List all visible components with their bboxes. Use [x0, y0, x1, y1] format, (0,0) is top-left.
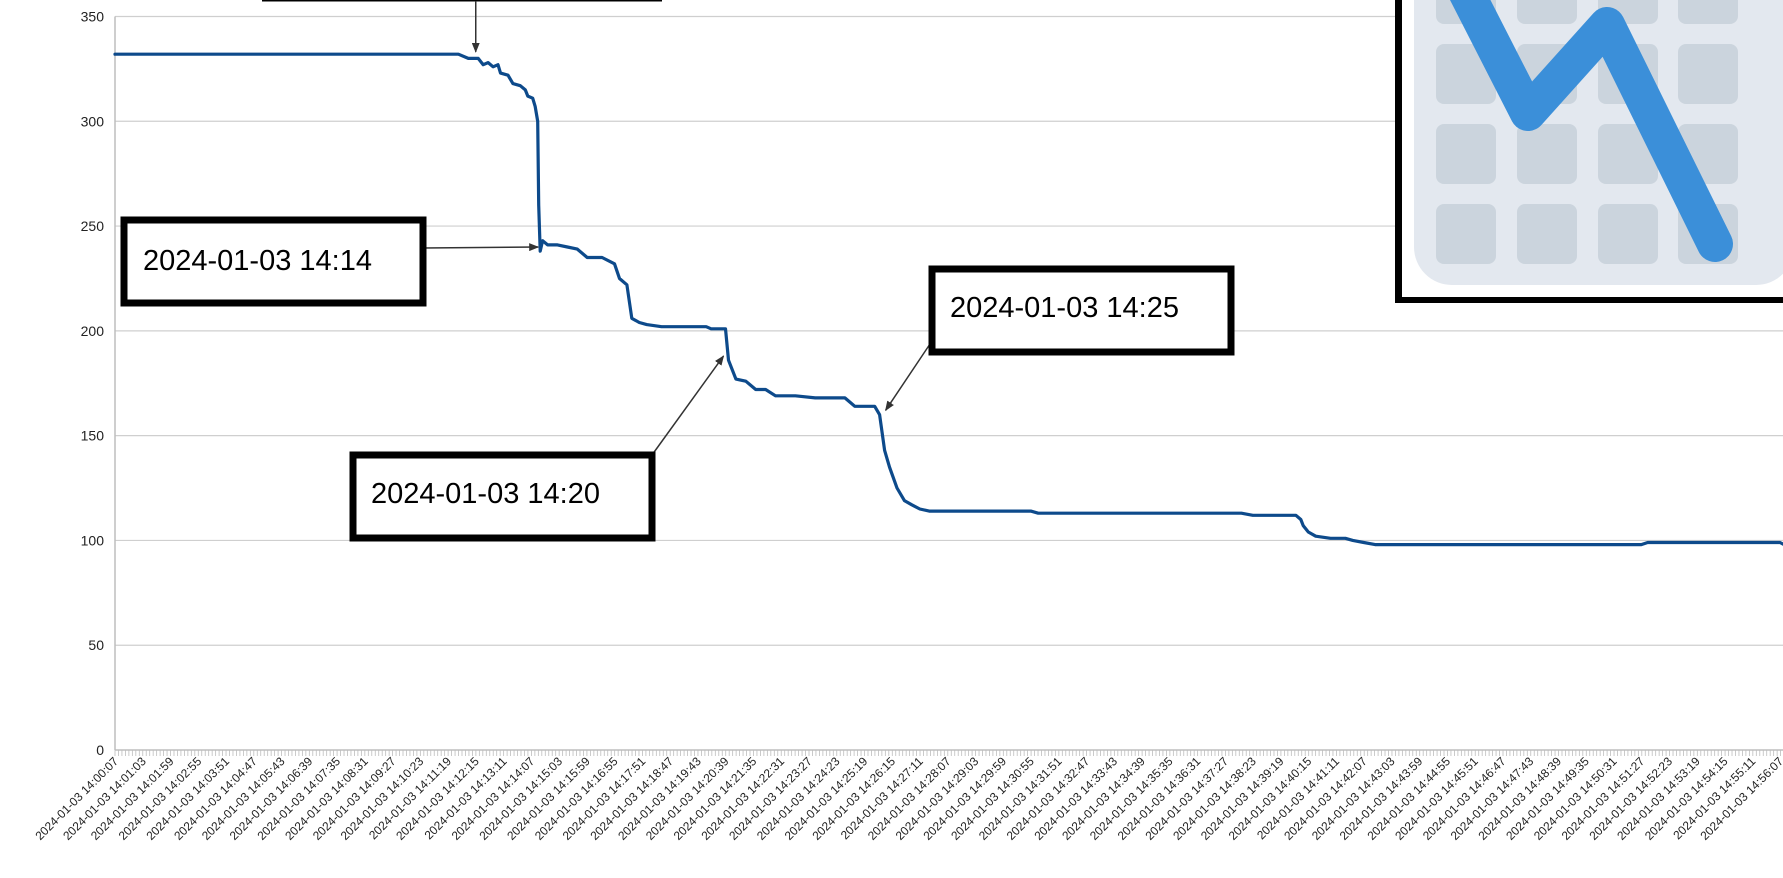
y-tick-label: 250	[81, 218, 105, 234]
annotation-arrow	[422, 243, 540, 252]
series-layer	[113, 52, 1783, 547]
y-tick-label: 0	[96, 742, 104, 758]
x-minor-ticks	[114, 750, 1781, 756]
y-tick-label: 300	[81, 113, 105, 129]
y-tick-label: 350	[81, 9, 105, 25]
annotation-box	[120, 216, 427, 307]
annotation-box	[349, 451, 656, 542]
chart-trend-down-icon	[1395, 0, 1783, 303]
annotations: 2024-01-03 14:14 2024-01-03 14:20 2024-01-…	[120, 216, 1235, 542]
annotation-label: 2024-01-03 14:20	[371, 478, 600, 510]
y-axis: 0 50 100 150 200 250 300 350	[81, 9, 116, 758]
annotation-label: 2024-01-03 14:14	[143, 245, 372, 277]
annotation-box	[928, 265, 1235, 356]
annotation-callout: 2024-01-03 14:14	[120, 216, 540, 307]
top-callout-box	[262, 0, 662, 53]
series-line	[113, 52, 1783, 547]
y-tick-label: 150	[81, 428, 105, 444]
y-tick-label: 100	[81, 532, 105, 548]
annotation-callout: 2024-01-03 14:20	[349, 355, 725, 542]
annotation-arrow	[884, 340, 933, 412]
annotation-arrow	[651, 355, 725, 456]
annotation-label: 2024-01-03 14:25	[950, 292, 1179, 324]
y-tick-label: 200	[81, 323, 105, 339]
y-tick-label: 50	[88, 637, 104, 653]
annotation-callout: 2024-01-03 14:25	[884, 265, 1235, 412]
trend-line-icon-stroke	[1450, 0, 1733, 262]
